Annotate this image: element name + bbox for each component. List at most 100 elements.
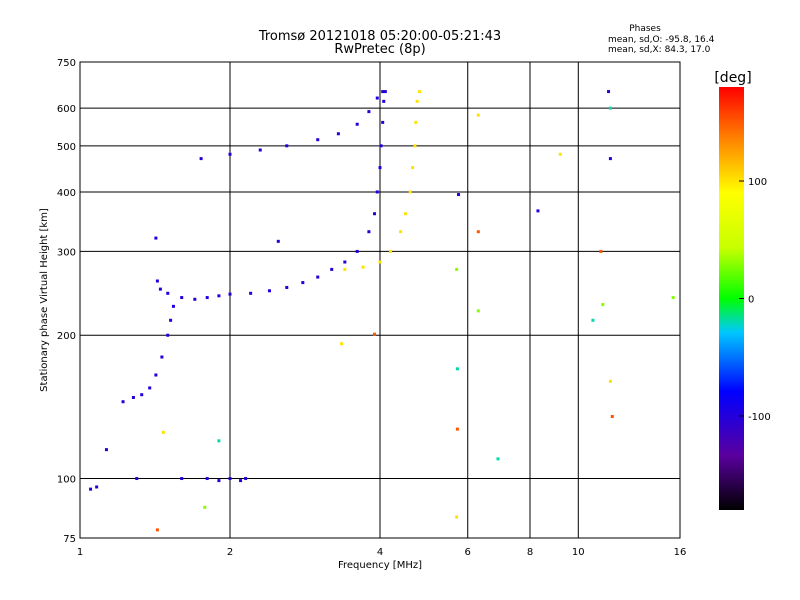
echo-point <box>383 90 387 94</box>
echo-point <box>413 144 417 148</box>
echo-point <box>591 318 595 322</box>
echo-point <box>180 296 184 300</box>
echo-point <box>217 294 221 298</box>
echo-point <box>367 230 371 234</box>
echo-point <box>601 303 605 307</box>
echo-point <box>95 485 99 489</box>
colorbar-label: [deg] <box>714 70 751 86</box>
echo-point <box>378 166 382 170</box>
echo-point <box>455 515 459 519</box>
echo-point <box>340 342 344 346</box>
echo-point <box>258 148 262 152</box>
echo-point <box>154 373 158 377</box>
echo-point <box>239 479 243 483</box>
x-tick-label-6: 6 <box>465 547 471 558</box>
echo-point <box>455 427 459 431</box>
echo-point <box>158 287 162 291</box>
echo-point <box>205 296 209 300</box>
echo-point <box>249 291 253 295</box>
echo-point <box>217 479 221 483</box>
echo-point <box>244 477 248 481</box>
x-axis-label: Frequency [MHz] <box>338 560 422 571</box>
echo-points <box>89 90 675 532</box>
grid-lines <box>80 62 680 538</box>
echo-point <box>316 138 320 142</box>
echo-point <box>558 152 562 156</box>
echo-point <box>496 457 500 461</box>
echo-point <box>155 528 159 532</box>
echo-point <box>166 291 170 295</box>
echo-point <box>415 99 419 103</box>
x-tick-label-8: 8 <box>527 547 533 558</box>
echo-point <box>203 505 207 509</box>
echo-point <box>160 355 164 359</box>
stats-x-mode: mean, sd,X: 84.3, 17.0 <box>608 45 711 55</box>
chart-title: Tromsø 20121018 05:20:00-05:21:43 <box>258 29 501 44</box>
echo-point <box>414 120 418 124</box>
echo-point <box>381 90 385 94</box>
y-tick-label-300: 300 <box>57 247 76 258</box>
colorbar-tick-label--100: -100 <box>748 412 771 423</box>
echo-point <box>89 487 93 491</box>
echo-point <box>378 260 382 264</box>
echo-point <box>161 430 165 434</box>
echo-point <box>379 144 383 148</box>
echo-point <box>301 281 305 285</box>
y-tick-label-200: 200 <box>57 331 76 342</box>
echo-point <box>228 152 232 156</box>
echo-point <box>180 477 184 481</box>
echo-point <box>373 332 377 336</box>
x-tick-label-16: 16 <box>674 547 687 558</box>
echo-point <box>455 367 459 371</box>
echo-point <box>121 400 125 404</box>
echo-point <box>343 260 347 264</box>
echo-point <box>169 318 173 322</box>
echo-point <box>193 297 197 301</box>
echo-point <box>375 190 379 194</box>
echo-point <box>455 267 459 271</box>
echo-point <box>166 333 170 337</box>
echo-point <box>381 120 385 124</box>
echo-point <box>408 190 412 194</box>
echo-point <box>104 448 108 452</box>
x-tick-label-1: 1 <box>77 547 83 558</box>
echo-point <box>343 267 347 271</box>
x-tick-label-4: 4 <box>377 547 383 558</box>
echo-point <box>316 275 320 279</box>
echo-point <box>267 289 271 293</box>
series-5 <box>104 90 675 532</box>
y-axis-label: Stationary phase Virtual Height [km] <box>39 208 50 392</box>
axis-ticks: 1 2 4 6 8 10 16 75 100 200 300 400 500 600 750 <box>57 58 686 558</box>
stats-o-mode: mean, sd,O: -95.8, 16.4 <box>608 35 715 45</box>
echo-point <box>608 106 612 110</box>
echo-point <box>403 212 407 216</box>
echo-point <box>476 309 480 313</box>
echo-point <box>373 212 377 216</box>
echo-point <box>148 386 152 390</box>
echo-point <box>199 157 203 161</box>
y-tick-label-600: 600 <box>57 104 76 115</box>
echo-point <box>610 414 614 418</box>
echo-point <box>205 477 209 481</box>
echo-point <box>330 267 334 271</box>
echo-point <box>285 285 289 289</box>
echo-point <box>536 209 540 213</box>
echo-point <box>171 304 175 308</box>
echo-point <box>417 90 421 94</box>
echo-point <box>476 230 480 234</box>
echo-point <box>599 249 603 253</box>
chart-subtitle: RwPretec (8p) <box>334 42 425 57</box>
echo-point <box>671 296 675 300</box>
echo-point <box>411 166 415 170</box>
colorbar-tick-label-100: 100 <box>748 177 767 188</box>
echo-point <box>476 113 480 117</box>
echo-point <box>228 292 232 296</box>
echo-point <box>355 249 359 253</box>
echo-point <box>154 236 158 240</box>
x-tick-label-2: 2 <box>227 547 233 558</box>
echo-point <box>135 477 139 481</box>
echo-point <box>355 122 359 126</box>
echo-point <box>389 249 393 253</box>
echo-point <box>382 99 386 103</box>
